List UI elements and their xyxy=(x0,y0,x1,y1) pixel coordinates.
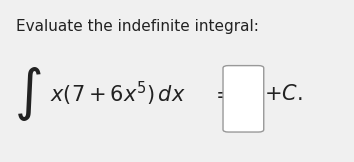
Text: $+ C.$: $+ C.$ xyxy=(264,84,302,104)
Text: $x(7 + 6x^5)\,dx$: $x(7 + 6x^5)\,dx$ xyxy=(50,80,185,108)
Text: $=$: $=$ xyxy=(211,84,232,104)
Text: Evaluate the indefinite integral:: Evaluate the indefinite integral: xyxy=(16,19,259,35)
FancyBboxPatch shape xyxy=(223,66,264,132)
Text: $\int$: $\int$ xyxy=(14,65,42,123)
